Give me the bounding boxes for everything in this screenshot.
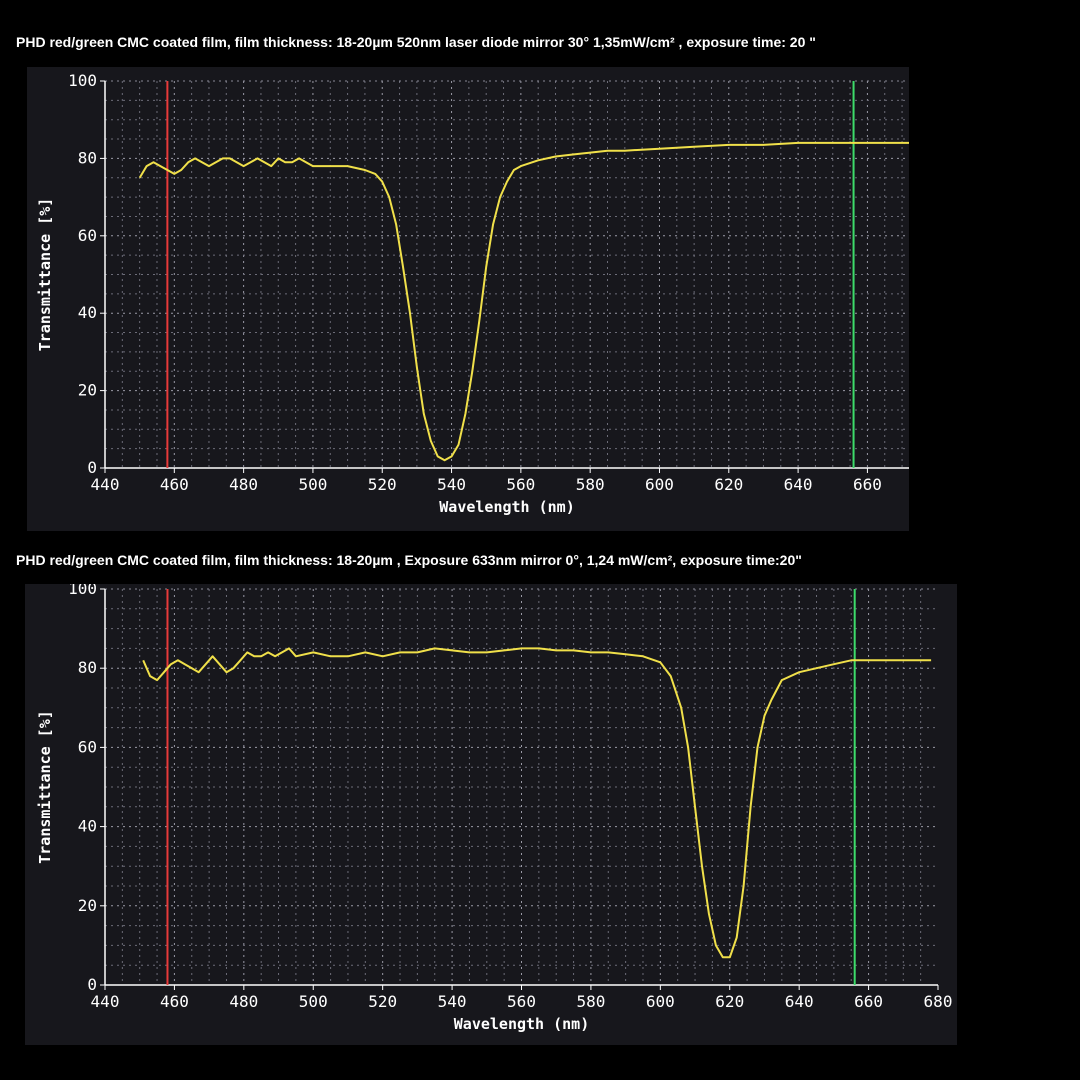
x-tick-label: 520 (368, 992, 397, 1011)
y-tick-label: 20 (78, 896, 97, 915)
spectrometer-screen-1: 440 460 480 500 520 540 560 580 600 620 640 660 0 20 4… (27, 67, 909, 531)
x-tick-label: 500 (298, 475, 327, 494)
x-tick-label: 440 (91, 992, 120, 1011)
x-tick-label: 540 (437, 475, 466, 494)
x-tick-label: 620 (715, 992, 744, 1011)
y-tick-label: 100 (68, 584, 97, 598)
transmittance-chart-1: 440 460 480 500 520 540 560 580 600 620 640 660 0 20 4… (36, 71, 909, 516)
x-tick-label: 440 (91, 475, 120, 494)
chart-title-2: PHD red/green CMC coated film, film thic… (16, 552, 802, 568)
y-tick-label: 20 (78, 381, 97, 400)
y-axis-label: Transmittance [%] (36, 710, 54, 864)
transmittance-series-line (142, 647, 932, 959)
y-tick-label: 60 (78, 737, 97, 756)
x-tick-label: 660 (854, 992, 883, 1011)
x-tick-label: 600 (645, 475, 674, 494)
x-tick-label: 460 (160, 475, 189, 494)
y-tick-label: 80 (78, 658, 97, 677)
x-tick-label: 540 (438, 992, 467, 1011)
x-tick-label: 580 (576, 992, 605, 1011)
y-tick-label: 40 (78, 817, 97, 836)
x-tick-label: 640 (784, 475, 813, 494)
x-axis-label: Wavelength (nm) (439, 498, 574, 516)
x-tick-label: 660 (853, 475, 882, 494)
x-tick-label: 600 (646, 992, 675, 1011)
x-tick-label: 560 (506, 475, 535, 494)
x-tick-label: 640 (785, 992, 814, 1011)
x-tick-label: 560 (507, 992, 536, 1011)
x-tick-label: 500 (299, 992, 328, 1011)
y-tick-label: 100 (68, 71, 97, 90)
chart-title-1: PHD red/green CMC coated film, film thic… (16, 34, 816, 50)
spectrometer-screen-2: 440 460 480 500 520 540 560 580 600 620 640 660 680 0… (25, 584, 957, 1045)
x-tick-label: 480 (229, 992, 258, 1011)
transmittance-series-line (138, 141, 909, 462)
x-tick-label: 520 (368, 475, 397, 494)
y-tick-label: 0 (87, 975, 97, 994)
x-tick-label: 580 (576, 475, 605, 494)
x-tick-label: 620 (714, 475, 743, 494)
transmittance-chart-2: 440 460 480 500 520 540 560 580 600 620 640 660 680 0… (36, 584, 953, 1033)
x-axis-label: Wavelength (nm) (454, 1015, 589, 1033)
x-tick-label: 680 (924, 992, 953, 1011)
y-axis-label: Transmittance [%] (36, 198, 54, 352)
x-tick-label: 460 (160, 992, 189, 1011)
y-tick-label: 80 (78, 148, 97, 167)
x-tick-label: 480 (229, 475, 258, 494)
y-tick-label: 60 (78, 226, 97, 245)
y-tick-label: 40 (78, 303, 97, 322)
y-tick-label: 0 (87, 458, 97, 477)
